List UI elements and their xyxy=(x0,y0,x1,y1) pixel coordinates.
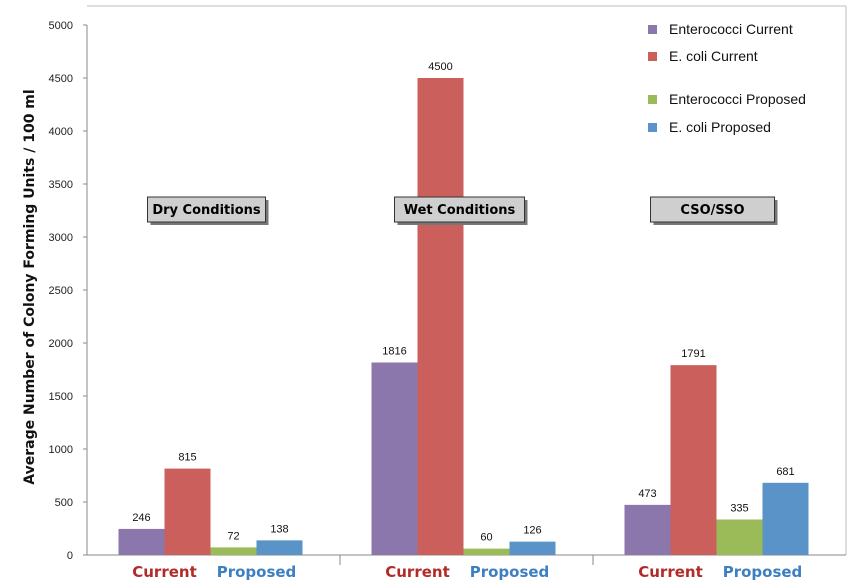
y-tick-label: 3000 xyxy=(49,232,73,244)
y-tick-label: 2500 xyxy=(49,285,73,297)
x-subcategory-label-proposed: Proposed xyxy=(723,563,803,581)
y-tick-label: 1000 xyxy=(49,444,73,456)
data-label-cso-sso-e-coli-current: 1791 xyxy=(681,348,705,360)
legend-label-e-coli-current: E. coli Current xyxy=(669,48,758,64)
group-label-wet-conditions: Wet Conditions xyxy=(404,203,516,218)
x-subcategory-label-current: Current xyxy=(385,563,450,581)
bar-wet-conditions-enterococci-proposed xyxy=(463,548,510,555)
legend-swatch-e-coli-current xyxy=(648,52,657,61)
x-subcategory-label-proposed: Proposed xyxy=(470,563,550,581)
data-label-wet-conditions-enterococci-proposed: 60 xyxy=(480,532,492,544)
legend-swatch-e-coli-proposed xyxy=(648,123,657,132)
bar-cso-sso-e-coli-current xyxy=(670,365,717,555)
bar-cso-sso-e-coli-proposed xyxy=(762,482,809,555)
data-label-wet-conditions-e-coli-current: 4500 xyxy=(428,61,452,73)
data-label-dry-conditions-enterococci-current: 246 xyxy=(132,512,150,524)
y-tick-label: 0 xyxy=(67,550,73,562)
bar-cso-sso-enterococci-proposed xyxy=(716,519,763,555)
group-label-box xyxy=(394,196,525,223)
bar-dry-conditions-enterococci-current xyxy=(118,528,165,555)
legend-swatch-enterococci-current xyxy=(648,25,657,34)
bar-dry-conditions-e-coli-current xyxy=(164,468,211,555)
legend-label-enterococci-proposed: Enterococci Proposed xyxy=(669,91,806,107)
data-label-cso-sso-enterococci-current: 473 xyxy=(638,488,656,500)
group-label-box xyxy=(147,196,266,223)
group-label-cso-sso: CSO/SSO xyxy=(680,203,744,218)
x-subcategory-label-proposed: Proposed xyxy=(217,563,297,581)
bar-cso-sso-enterococci-current xyxy=(624,504,671,555)
group-label-box xyxy=(650,196,775,223)
bar-dry-conditions-enterococci-proposed xyxy=(210,547,257,555)
y-tick-label: 3500 xyxy=(49,179,73,191)
data-label-cso-sso-e-coli-proposed: 681 xyxy=(776,466,794,478)
legend-label-enterococci-current: Enterococci Current xyxy=(669,21,793,37)
data-label-cso-sso-enterococci-proposed: 335 xyxy=(730,502,748,514)
data-label-dry-conditions-e-coli-proposed: 138 xyxy=(270,523,288,535)
legend-swatch-enterococci-proposed xyxy=(648,95,657,104)
y-tick-label: 1500 xyxy=(49,391,73,403)
x-subcategory-label-current: Current xyxy=(132,563,197,581)
data-label-dry-conditions-enterococci-proposed: 72 xyxy=(227,530,239,542)
x-subcategory-label-current: Current xyxy=(638,563,703,581)
y-tick-label: 500 xyxy=(55,497,73,509)
data-label-wet-conditions-enterococci-current: 1816 xyxy=(382,346,406,358)
y-tick-label: 2000 xyxy=(49,338,73,350)
bar-wet-conditions-enterococci-current xyxy=(371,362,418,555)
data-label-wet-conditions-e-coli-proposed: 126 xyxy=(523,525,541,537)
y-tick-label: 5000 xyxy=(49,20,73,32)
y-tick-label: 4000 xyxy=(49,126,73,138)
legend-label-e-coli-proposed: E. coli Proposed xyxy=(669,119,771,135)
data-label-dry-conditions-e-coli-current: 815 xyxy=(178,452,196,464)
bar-wet-conditions-e-coli-proposed xyxy=(509,541,556,555)
y-tick-label: 4500 xyxy=(49,73,73,85)
group-label-dry-conditions: Dry Conditions xyxy=(152,203,261,218)
bar-wet-conditions-e-coli-current xyxy=(417,78,464,555)
bar-dry-conditions-e-coli-proposed xyxy=(256,540,303,555)
